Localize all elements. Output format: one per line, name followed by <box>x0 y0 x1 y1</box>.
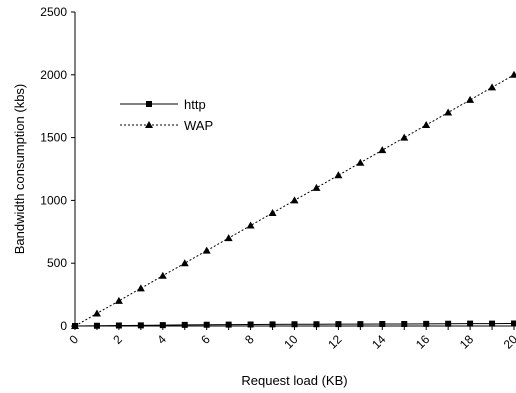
data-point-wap <box>136 284 145 292</box>
legend-item-http: http <box>120 97 206 112</box>
data-point-wap <box>488 83 497 91</box>
data-point-wap <box>268 208 277 216</box>
data-point-wap <box>246 221 255 229</box>
y-axis-title: Bandwidth consumption (kbs) <box>12 84 27 255</box>
data-point-wap <box>444 108 453 116</box>
legend-label-http: http <box>184 97 206 112</box>
x-tick-label: 16 <box>413 332 433 352</box>
data-point-wap <box>312 183 321 191</box>
data-point-wap <box>224 234 233 242</box>
data-point-wap <box>422 121 431 129</box>
data-point-wap <box>202 246 211 254</box>
data-point-http <box>291 321 298 328</box>
x-tick-label: 12 <box>325 332 345 352</box>
legend-marker-wap <box>145 121 153 128</box>
data-point-http <box>225 321 232 328</box>
data-point-http <box>115 322 122 329</box>
x-tick-label: 0 <box>66 332 81 347</box>
data-point-http <box>93 322 100 329</box>
data-point-http <box>269 321 276 328</box>
data-point-http <box>137 322 144 329</box>
y-tick-label: 500 <box>47 256 67 270</box>
data-point-http <box>203 321 210 328</box>
x-tick-label: 2 <box>110 332 125 347</box>
legend-label-wap: WAP <box>184 118 213 133</box>
x-tick-label: 10 <box>281 332 301 352</box>
data-point-wap <box>510 70 516 78</box>
data-point-wap <box>466 95 475 103</box>
legend-marker-http <box>146 101 152 107</box>
x-tick-label: 4 <box>154 332 169 347</box>
data-point-http <box>335 321 342 328</box>
data-point-http <box>159 322 166 329</box>
y-tick-label: 1500 <box>40 131 67 145</box>
data-point-wap <box>180 259 189 267</box>
x-tick-label: 14 <box>369 332 389 352</box>
legend: http WAP <box>120 97 213 133</box>
data-point-wap <box>114 296 123 304</box>
legend-item-wap: WAP <box>120 118 213 133</box>
data-point-http <box>313 321 320 328</box>
data-point-http <box>511 320 516 327</box>
data-point-wap <box>356 158 365 166</box>
x-axis-title: Request load (KB) <box>241 373 347 388</box>
data-point-wap <box>92 309 101 317</box>
data-point-wap <box>290 196 299 204</box>
x-tick-label: 20 <box>501 332 516 352</box>
data-point-http <box>247 321 254 328</box>
y-tick-label: 1000 <box>40 193 67 207</box>
data-point-http <box>181 321 188 328</box>
data-point-http <box>423 320 430 327</box>
x-tick-label: 6 <box>198 332 213 347</box>
series-layer <box>71 70 516 329</box>
axes: 0 500 1000 1500 2000 2500 0 2 4 6 8 10 12 14 16 18 20 <box>40 5 516 352</box>
series-wap <box>71 70 516 329</box>
data-point-wap <box>400 133 409 141</box>
y-tick-label: 2000 <box>40 68 67 82</box>
data-point-http <box>401 320 408 327</box>
data-point-http <box>379 320 386 327</box>
x-tick-label: 8 <box>242 332 257 347</box>
data-point-http <box>357 321 364 328</box>
data-point-http <box>445 320 452 327</box>
data-point-wap <box>378 146 387 154</box>
x-tick-label: 18 <box>457 332 477 352</box>
data-point-wap <box>71 322 79 329</box>
y-tick-label: 2500 <box>40 5 67 19</box>
data-point-http <box>489 320 496 327</box>
y-tick-label: 0 <box>60 319 67 333</box>
data-point-wap <box>158 271 167 279</box>
data-point-http <box>467 320 474 327</box>
data-point-wap <box>334 171 343 179</box>
